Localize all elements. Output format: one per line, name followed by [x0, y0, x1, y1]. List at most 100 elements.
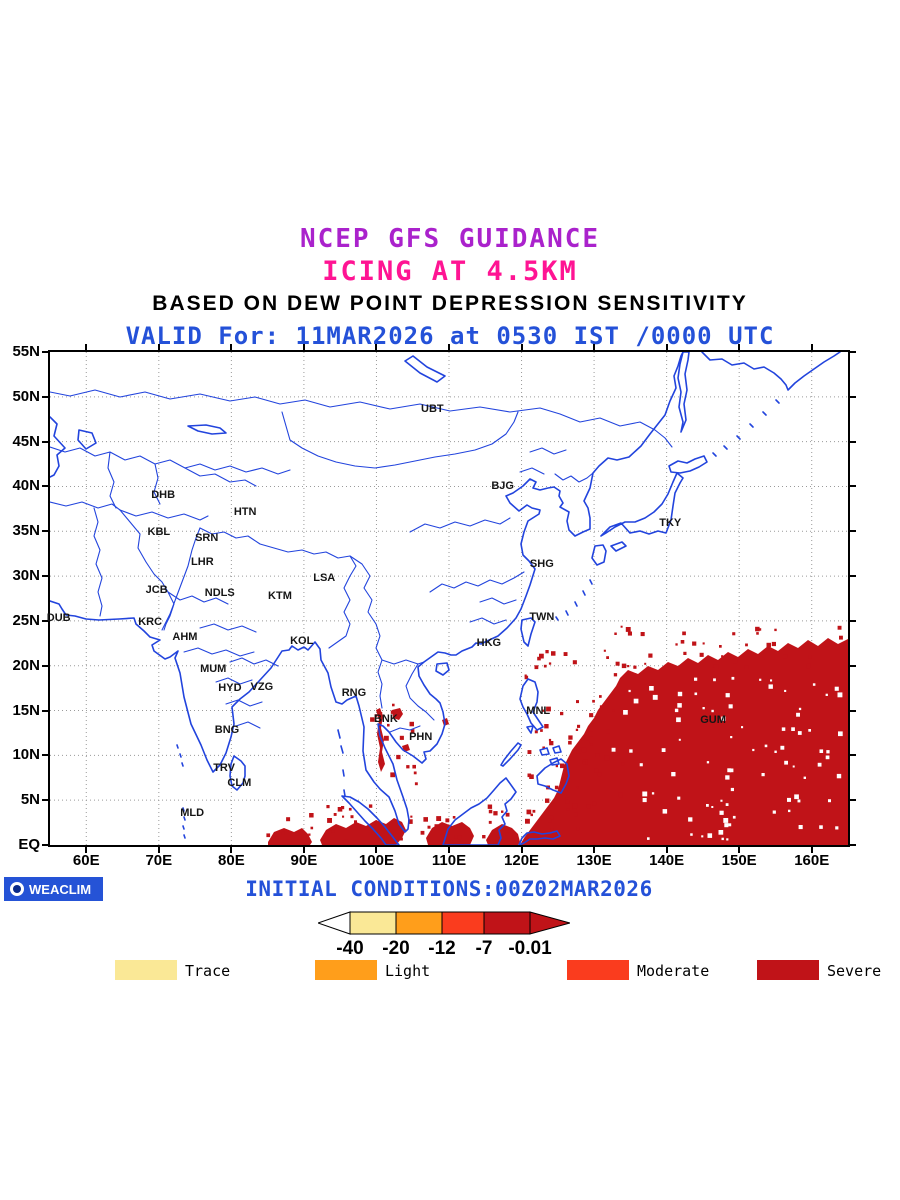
station-label-ndls: NDLS [204, 587, 235, 600]
station-label-dub: DUB [46, 612, 71, 625]
title-method: BASED ON DEW POINT DEPRESSION SENSITIVIT… [152, 292, 748, 315]
axis-tick [42, 575, 48, 578]
axis-tick [850, 664, 856, 667]
station-label-mld: MLD [180, 806, 205, 819]
lat-axis-label: 45N [12, 432, 40, 450]
axis-tick [850, 351, 856, 353]
severe-region-fill [268, 828, 312, 845]
axis-tick [42, 799, 48, 802]
lon-axis-label: 100E [358, 852, 394, 869]
colorbar-segment [441, 911, 485, 935]
station-label-gum: GUM [700, 713, 726, 726]
lon-axis-label: 150E [721, 852, 757, 869]
lat-axis-label: 5N [20, 791, 40, 809]
station-label-lhr: LHR [191, 555, 214, 568]
colorbar-tick-label: -40 [336, 938, 364, 959]
station-label-krc: KRC [138, 615, 163, 628]
station-label-shg: SHG [529, 557, 554, 570]
colorbar-segment [483, 911, 531, 935]
axis-tick [738, 847, 741, 853]
station-label-rng: RNG [341, 686, 367, 699]
station-label-ubt: UBT [421, 403, 444, 416]
axis-tick [230, 344, 233, 350]
lon-axis-label: 120E [504, 852, 540, 869]
axis-tick [42, 709, 48, 712]
legend-swatch [315, 960, 377, 980]
axis-tick [85, 847, 88, 853]
station-label-ktm: KTM [268, 589, 292, 602]
lon-axis-label: 130E [576, 852, 612, 869]
colorbar-tick-label: -0.01 [508, 938, 552, 959]
severe-region-fill [486, 824, 520, 845]
political-border-lines [50, 389, 673, 733]
axis-tick [665, 847, 668, 853]
legend-swatch [115, 960, 177, 980]
axis-tick [448, 847, 450, 853]
colorbar-right-arrow [529, 911, 572, 935]
colorbar-segment [349, 911, 397, 935]
lon-axis-label: 80E [218, 852, 245, 869]
title-icing-level: ICING AT 4.5KM [322, 256, 578, 287]
weaclim-logo-icon [10, 882, 24, 896]
lat-axis-label: 25N [12, 611, 40, 629]
axis-tick [850, 485, 856, 488]
station-label-bjg: BJG [491, 479, 514, 492]
axis-tick [850, 395, 856, 398]
station-label-kol: KOL [290, 634, 314, 647]
station-label-mnl: MNL [526, 705, 551, 718]
initial-conditions-text: INITIAL CONDITIONS:00Z02MAR2026 [245, 877, 653, 901]
axis-tick [850, 619, 856, 622]
severe-region-fill [376, 708, 385, 772]
severe-region-fill [320, 818, 406, 845]
colorbar-tick-label: -7 [475, 938, 493, 959]
lat-axis-label: EQ [18, 836, 40, 853]
colorbar-segment [395, 911, 443, 935]
axis-tick [157, 847, 160, 853]
map-canvas [50, 352, 848, 845]
lon-axis-label: 110E [431, 852, 467, 869]
station-labels-layer: UBT DHB HTN KBL SRN LHR BJG TKY SHG JCB NDLS KTM LSA… [46, 352, 848, 845]
severe-region-fill [392, 708, 403, 720]
axis-tick [42, 619, 48, 622]
axis-tick [810, 344, 813, 350]
lon-axis-label: 70E [145, 852, 173, 869]
axis-tick [42, 754, 48, 757]
colorbar-left-arrow [316, 911, 351, 935]
lat-axis-label: 15N [12, 701, 40, 719]
axis-tick [593, 847, 596, 853]
weaclim-logo: WEACLIM [4, 877, 103, 901]
lon-axis-label: 140E [649, 852, 685, 869]
axis-tick [42, 395, 48, 398]
station-label-kbl: KBL [147, 526, 171, 539]
axis-tick [85, 344, 88, 350]
lat-axis-label: 50N [12, 387, 40, 405]
axis-tick [850, 530, 856, 533]
lon-axis-label: 60E [72, 852, 100, 869]
station-label-jcb: JCB [145, 584, 168, 597]
legend-label: Trace [185, 962, 231, 980]
station-label-bnk: BNK [373, 712, 398, 725]
axis-tick [520, 344, 523, 350]
axis-tick [42, 485, 48, 488]
station-label-twn: TWN [529, 611, 555, 624]
station-label-vzg: VZG [250, 681, 274, 694]
legend-swatch [567, 960, 629, 980]
axis-tick [375, 847, 378, 853]
severe-icing-regions [268, 638, 848, 845]
station-label-srn: SRN [195, 532, 219, 545]
axis-tick [42, 844, 48, 846]
lat-axis-label: 30N [12, 567, 40, 585]
axis-tick [593, 344, 596, 350]
axis-tick [738, 344, 741, 350]
title-ncep-gfs: NCEP GFS GUIDANCE [299, 224, 601, 254]
coastline-paths [50, 352, 841, 845]
colorbar-tick-label: -20 [382, 938, 410, 959]
axis-tick [850, 575, 856, 578]
station-label-hyd: HYD [218, 682, 242, 695]
map-frame: UBT DHB HTN KBL SRN LHR BJG TKY SHG JCB NDLS KTM LSA… [46, 350, 850, 847]
station-label-clm: CLM [227, 777, 252, 790]
lat-axis-label: 10N [12, 746, 40, 764]
axis-tick [520, 847, 523, 853]
axis-tick [665, 344, 668, 350]
axis-tick [850, 709, 856, 712]
